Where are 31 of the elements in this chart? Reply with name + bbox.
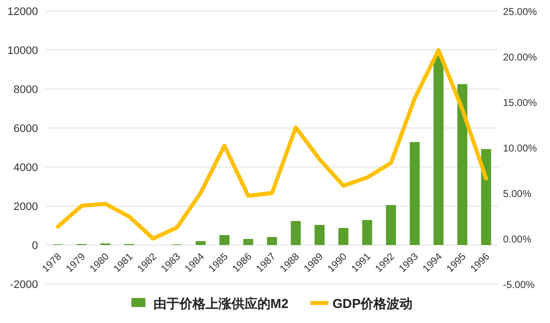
bar: [457, 84, 468, 245]
y2-tick-label: 5.00%: [503, 189, 532, 200]
bar: [434, 56, 444, 245]
bar: [314, 224, 325, 245]
y2-tick-label: -5.00%: [503, 280, 535, 291]
bar: [196, 241, 206, 245]
legend-label: 由于价格上涨供应的M2: [153, 296, 288, 311]
bar: [338, 228, 348, 245]
bar: [267, 237, 277, 245]
bar: [481, 149, 492, 245]
y-tick-label: 8000: [14, 84, 38, 96]
y2-tick-label: 0.00%: [503, 234, 532, 246]
y2-tick-label: 25.00%: [503, 7, 538, 18]
bar: [410, 142, 420, 245]
y-tick-label: 4000: [14, 162, 38, 174]
bar: [243, 238, 254, 245]
y-tick-label: 10000: [7, 45, 38, 57]
y-tick-label: 6000: [14, 123, 38, 135]
bar: [290, 221, 301, 245]
y2-tick-label: 15.00%: [503, 98, 538, 109]
line-series: [56, 48, 488, 240]
y-tick-label: 0: [32, 240, 38, 252]
y2-tick-label: 10.00%: [503, 144, 538, 154]
bar: [219, 235, 230, 245]
bar: [386, 205, 396, 245]
y2-tick-label: 20.00%: [503, 52, 538, 64]
legend-label: GDP价格波动: [332, 296, 413, 311]
y-tick-label: 2000: [14, 201, 38, 213]
bar: [362, 220, 372, 245]
y-tick-label: 12000: [7, 6, 38, 18]
y-tick-label: -2000: [10, 279, 38, 291]
